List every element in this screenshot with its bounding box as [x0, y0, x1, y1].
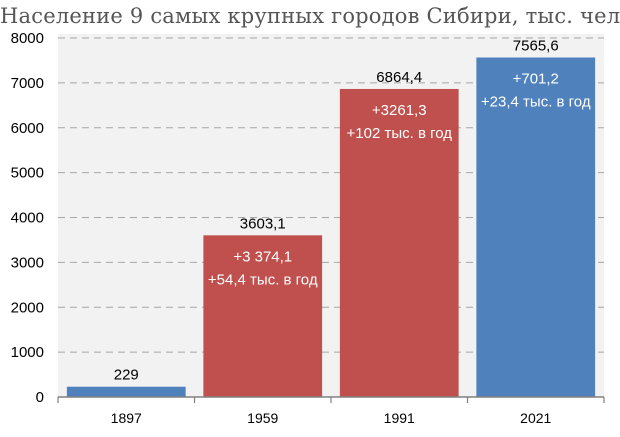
bar-annotation: +701,2 — [513, 70, 559, 87]
y-tick-label: 5000 — [11, 165, 44, 182]
x-tick-label: 1897 — [111, 410, 142, 426]
x-tick-label: 1959 — [247, 410, 278, 426]
bar-annotation: +3 374,1 — [233, 248, 292, 265]
data-label: 3603,1 — [240, 215, 286, 232]
bar — [203, 235, 323, 397]
chart-title: Население 9 самых крупных городов Сибири… — [0, 4, 620, 28]
data-label: 229 — [114, 367, 139, 384]
x-tick-label: 2021 — [520, 410, 551, 426]
bar — [66, 386, 186, 397]
y-tick-label: 4000 — [11, 210, 44, 227]
y-tick-label: 6000 — [11, 120, 44, 137]
y-tick-label: 1000 — [11, 344, 44, 361]
y-tick-label: 0 — [36, 389, 44, 406]
bar-annotation: +102 тыс. в год — [347, 125, 453, 142]
x-tick-label: 1991 — [384, 410, 415, 426]
data-label: 6864,4 — [376, 69, 422, 86]
bar-annotation: +23,4 тыс. в год — [481, 93, 591, 110]
data-label: 7565,6 — [513, 37, 559, 54]
bar — [476, 57, 596, 397]
bar — [339, 88, 459, 397]
y-tick-label: 3000 — [11, 254, 44, 271]
y-tick-label: 8000 — [11, 30, 44, 47]
bar-annotation: +3261,3 — [372, 102, 427, 119]
bar-annotation: +54,4 тыс. в год — [208, 271, 318, 288]
y-tick-label: 7000 — [11, 75, 44, 92]
y-tick-label: 2000 — [11, 299, 44, 316]
